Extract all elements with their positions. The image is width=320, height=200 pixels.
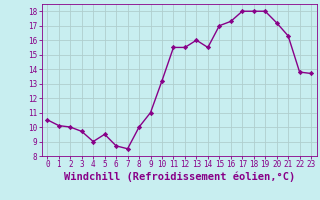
- X-axis label: Windchill (Refroidissement éolien,°C): Windchill (Refroidissement éolien,°C): [64, 172, 295, 182]
